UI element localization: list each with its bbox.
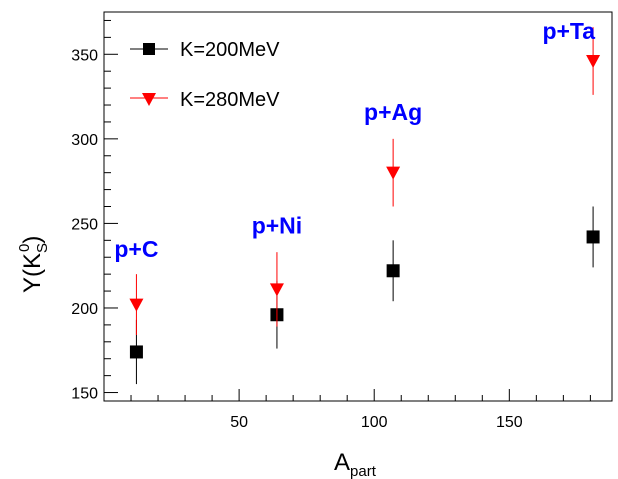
legend-marker-k280 bbox=[142, 93, 156, 106]
annotation-label: p+Ni bbox=[252, 213, 302, 239]
axis-ticks bbox=[104, 19, 591, 401]
y-tick-label: 200 bbox=[71, 301, 98, 318]
annotation-label: p+Ta bbox=[542, 18, 595, 44]
y-axis-title-sup: 0 bbox=[16, 244, 33, 252]
data-point-square bbox=[386, 264, 400, 278]
data-point-square bbox=[129, 345, 143, 359]
y-tick-label: 350 bbox=[71, 47, 98, 64]
y-tick-label: 150 bbox=[71, 386, 98, 403]
x-tick-label: 100 bbox=[361, 414, 388, 431]
x-axis-title: Apart bbox=[334, 449, 377, 479]
y-tick-label: 250 bbox=[71, 216, 98, 233]
annotation-label: p+C bbox=[114, 236, 158, 262]
annotation-label: p+Ag bbox=[364, 99, 422, 125]
y-axis-title-main: Y(K bbox=[19, 253, 46, 293]
legend: K=200MeV K=280MeV bbox=[130, 39, 280, 111]
y-tick-label: 300 bbox=[71, 132, 98, 149]
legend-label-k200: K=200MeV bbox=[180, 39, 280, 61]
plot-frame bbox=[103, 11, 613, 402]
y-axis-title-close: ) bbox=[19, 236, 46, 244]
series-k280 bbox=[129, 27, 601, 336]
data-point-triangle bbox=[586, 55, 601, 69]
x-axis-title-main: A bbox=[334, 449, 350, 476]
data-series bbox=[129, 27, 601, 385]
data-point-triangle bbox=[129, 298, 144, 312]
x-tick-label: 150 bbox=[496, 414, 523, 431]
series-k200 bbox=[129, 206, 600, 385]
annotations: p+C p+Ni p+Ag p+Ta bbox=[114, 18, 595, 262]
tick-labels: 50 100 150 150 200 250 300 350 bbox=[71, 47, 522, 431]
legend-label-k280: K=280MeV bbox=[180, 89, 280, 111]
plot-border bbox=[103, 11, 613, 402]
data-point-triangle bbox=[386, 166, 401, 180]
legend-marker-k200 bbox=[143, 43, 155, 55]
x-tick-label: 50 bbox=[230, 414, 248, 431]
y-axis-title: Y(KS0) bbox=[16, 236, 51, 293]
data-point-square bbox=[586, 230, 600, 244]
x-axis-title-sub: part bbox=[350, 463, 377, 479]
y-axis-title-sub: S bbox=[34, 243, 51, 253]
data-point-triangle bbox=[269, 283, 284, 297]
